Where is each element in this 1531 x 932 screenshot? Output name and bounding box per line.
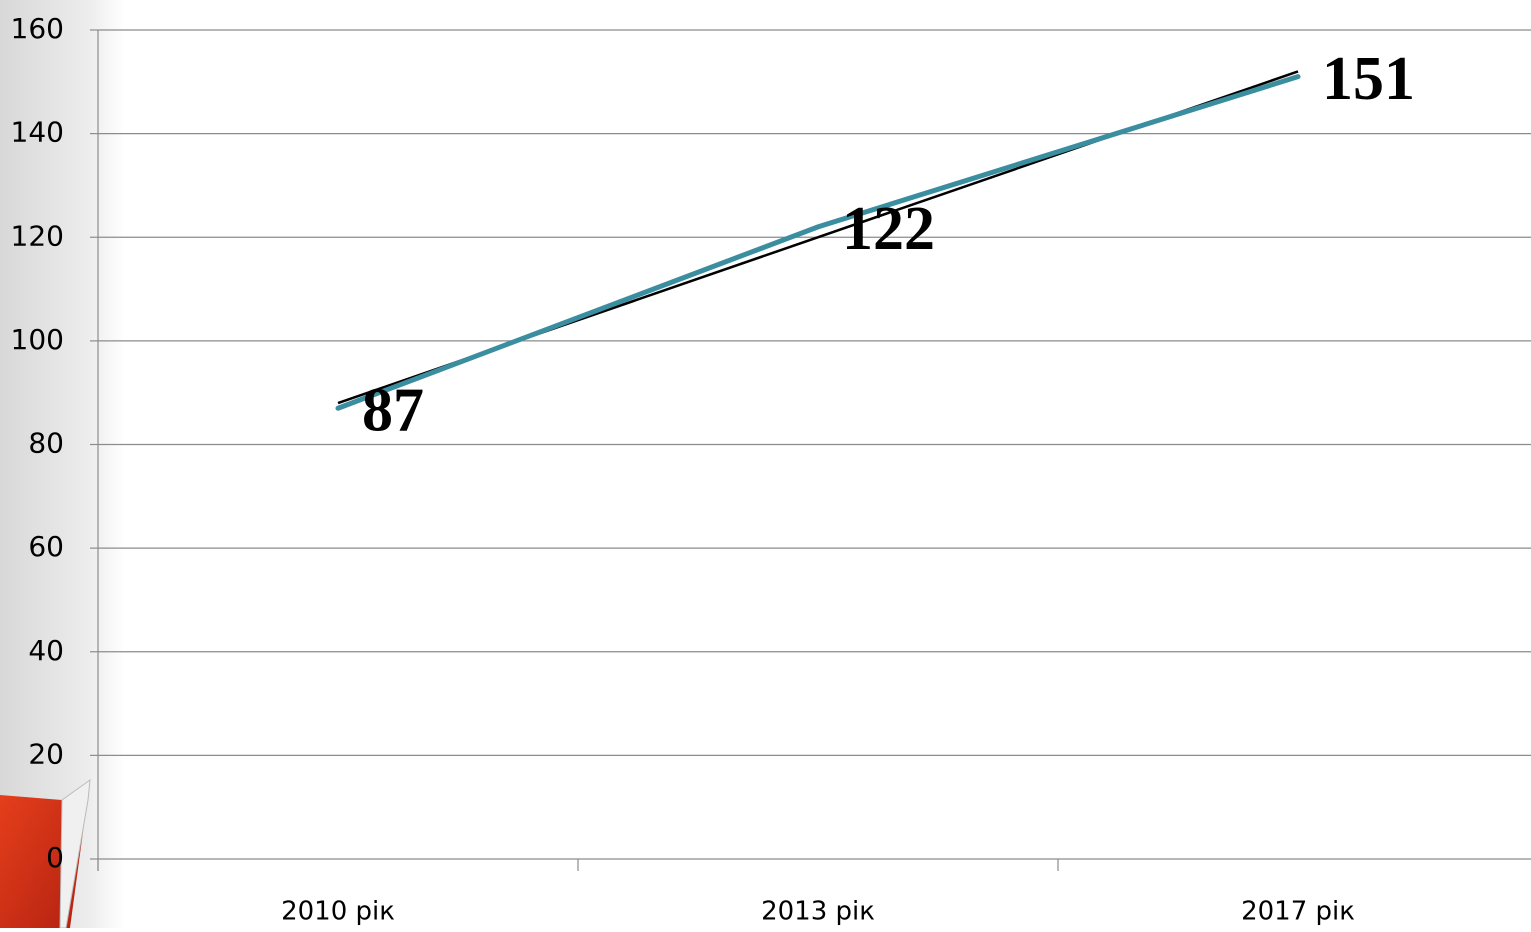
- y-tick-label: 60: [28, 530, 64, 563]
- plot-area: 0 20 40 60 80 100 120 140 160 2010 рік 2013 рік 201…: [11, 12, 1531, 927]
- x-tick-label: 2013 рік: [761, 897, 875, 927]
- y-tick-label: 20: [28, 737, 64, 770]
- x-tick-label: 2017 рік: [1241, 897, 1355, 927]
- book-pages: [59, 778, 91, 929]
- data-label: 151: [1322, 45, 1415, 113]
- y-tick-label: 120: [11, 219, 64, 252]
- y-tick-label: 160: [11, 12, 64, 45]
- y-tick-label: 100: [11, 323, 64, 356]
- y-tick-label: 0: [46, 841, 64, 874]
- series-line: [335, 74, 1301, 411]
- side-decoration: [0, 0, 125, 928]
- y-tick-label: 140: [11, 116, 64, 149]
- x-tick-label: 2010 рік: [281, 897, 395, 927]
- data-label: 87: [362, 376, 424, 444]
- y-tick-label: 80: [28, 427, 64, 460]
- data-label: 122: [842, 195, 935, 263]
- y-tick-label: 40: [28, 634, 64, 667]
